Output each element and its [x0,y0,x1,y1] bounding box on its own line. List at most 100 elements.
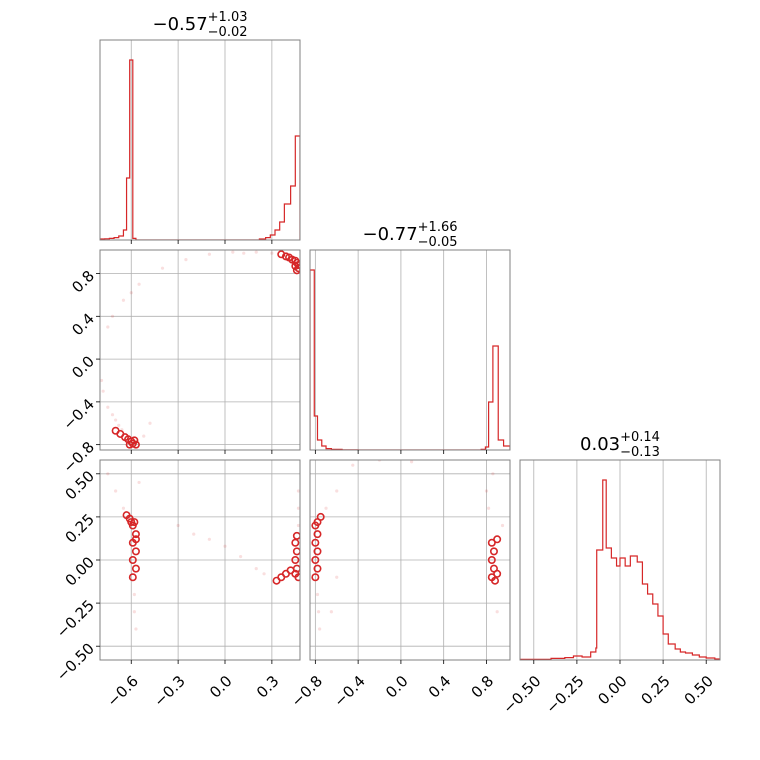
plot-area [310,269,510,450]
scatter-point [137,282,141,286]
x-tick-label: 0.8 [468,672,498,702]
scatter-point [192,532,196,536]
scatter-point [484,489,489,493]
histogram-bin [648,594,653,660]
scatter-point [160,266,165,270]
x-tick-label: −0.3 [150,672,188,710]
scatter-point [324,506,328,510]
contour-point [128,573,137,582]
y-tick-label: 0.4 [68,310,98,340]
scatter-point [351,463,355,467]
histogram-step [520,479,720,660]
title-plus: +0.14 [620,430,660,445]
y-tick-label: −0.25 [53,596,98,641]
scatter-point [270,251,274,255]
histogram-bin [606,548,611,660]
panel-title: −0.57+1.03 −0.02 [152,10,247,40]
scatter-point [132,610,136,614]
histogram-bin [310,270,314,450]
histogram-bin [642,584,647,660]
histogram-bin [668,644,675,660]
scatter-point [110,413,115,417]
contour-point [493,569,502,578]
contour-point [292,531,300,540]
y-tick-label: 0.0 [68,352,98,382]
histogram-bin [270,235,275,240]
axes-frame [309,249,511,451]
histogram-bin [603,480,606,660]
title-minus: −0.13 [620,445,660,460]
x-tick-label: −0.8 [288,672,326,710]
histogram-bin [504,446,508,450]
axes-frame [99,249,301,451]
contour-point [128,555,137,564]
contour-point [311,538,320,547]
scatter-point [254,567,258,571]
x-tick-label: 0.50 [681,672,717,708]
contour-point [131,547,140,556]
x-tick-label: −0.6 [104,672,142,710]
title-minus: −0.05 [418,235,458,250]
histogram-bin [314,416,317,450]
contour-point [131,564,140,573]
scatter-point [121,506,126,510]
scatter-point [121,298,126,302]
y-tick-label: 0.8 [68,267,98,297]
scatter-point [207,252,211,256]
title-median: 0.03 [580,434,620,455]
contour-point [111,426,120,435]
title-median: −0.77 [362,224,417,245]
scatter-point [134,627,138,631]
histogram-bin [489,402,493,450]
histogram-step [100,59,300,240]
scatter-point [231,250,235,254]
contour-point [311,573,320,582]
histogram-bin [611,558,616,660]
histogram-bin [295,136,300,240]
scatter-point [239,554,243,559]
contour-point [489,547,498,556]
contour-point [292,266,300,275]
scatter-point [106,325,110,329]
histogram-bin [123,230,126,240]
axes-frame [309,459,511,661]
scatter-point [106,405,110,409]
scatter-point [137,480,141,485]
contour-point [131,535,140,544]
scatter-point [148,421,152,425]
histogram-bin [280,222,285,240]
histogram-bin [275,230,280,240]
x-tick-label: 0.0 [382,672,412,702]
x-tick-label: 0.4 [425,672,455,702]
plot-area [100,250,300,449]
scatter-point [117,423,121,428]
scatter-point [500,523,505,528]
contour-point [125,440,134,449]
title-median: −0.57 [152,14,207,35]
scatter-point [223,544,227,548]
y-tick-label: −0.4 [60,395,98,433]
contour-point [316,512,325,521]
scatter-point [106,472,110,476]
scatter-point [296,523,300,528]
scatter-point [114,489,118,493]
histogram-bin [686,653,693,660]
histogram-bin [658,616,663,660]
scatter-point [262,572,266,576]
contour-point [313,564,322,573]
histogram-bin [692,655,699,660]
contour-point [491,576,500,585]
scatter-point [110,314,115,318]
contour-point [292,547,300,556]
scatter-point [315,592,320,597]
scatter-point [114,418,118,422]
histogram-bin [317,440,321,450]
scatter-point [335,575,339,579]
x-tick-label: −0.4 [330,672,368,710]
contour-point [313,530,322,539]
scatter-point [142,434,146,438]
y-tick-label: −0.8 [60,438,98,476]
contour-point [487,538,496,547]
scatter-point [335,489,339,493]
contour-point [493,535,502,544]
